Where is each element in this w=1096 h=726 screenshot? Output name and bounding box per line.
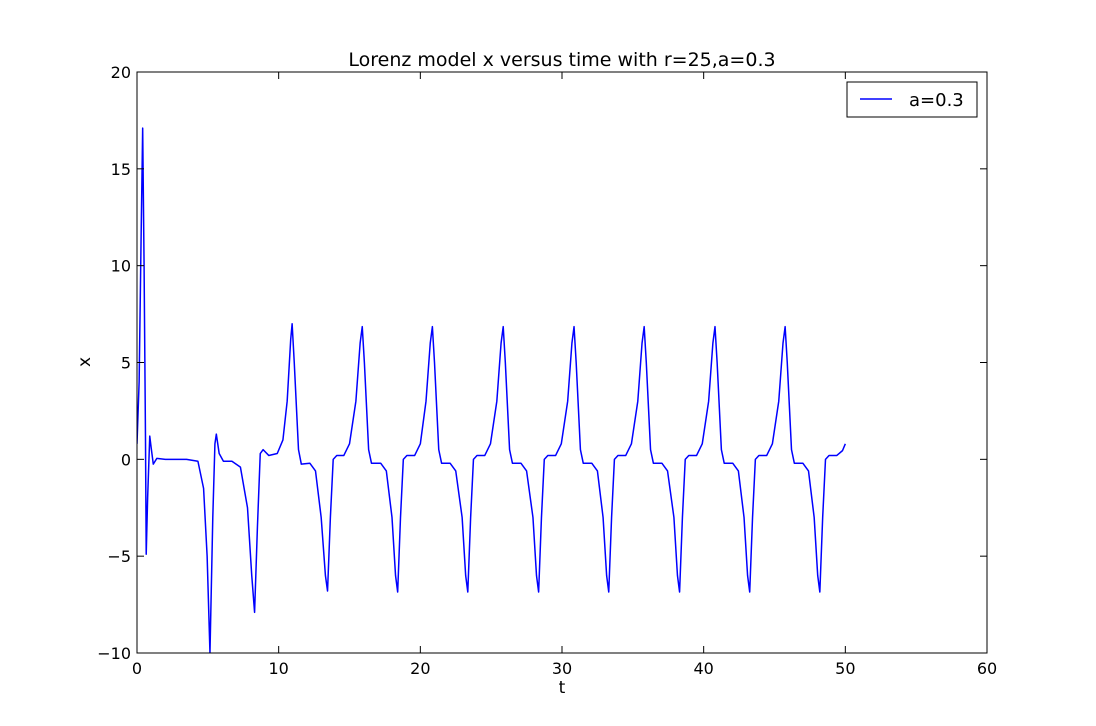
y-tick-label: 0: [121, 450, 131, 469]
y-tick-label: −5: [107, 547, 131, 566]
x-tick-label: 10: [268, 659, 288, 678]
legend: a=0.3: [846, 81, 978, 118]
y-axis-label: x: [75, 357, 95, 367]
x-tick-label: 50: [835, 659, 855, 678]
x-tick-label: 30: [552, 659, 572, 678]
x-axis-ticks: 0 10 20 30 40 50 60: [132, 72, 997, 678]
y-axis-ticks: −10 −5 0 5 10 15 20: [97, 63, 987, 663]
chart-title: Lorenz model x versus time with r=25,a=0…: [348, 49, 775, 71]
y-tick-label: 5: [121, 354, 131, 373]
y-tick-label: 10: [111, 257, 131, 276]
x-tick-label: 40: [693, 659, 713, 678]
y-tick-label: 20: [111, 63, 131, 82]
x-axis-label: t: [559, 678, 566, 698]
x-tick-label: 0: [132, 659, 142, 678]
series-layer: [137, 127, 847, 653]
x-tick-label: 20: [410, 659, 430, 678]
y-tick-label: 15: [111, 160, 131, 179]
series-line-0: [137, 127, 847, 653]
plot-area-background: [137, 72, 987, 653]
legend-label: a=0.3: [909, 90, 964, 111]
y-tick-label: −10: [97, 644, 131, 663]
x-tick-label: 60: [977, 659, 997, 678]
